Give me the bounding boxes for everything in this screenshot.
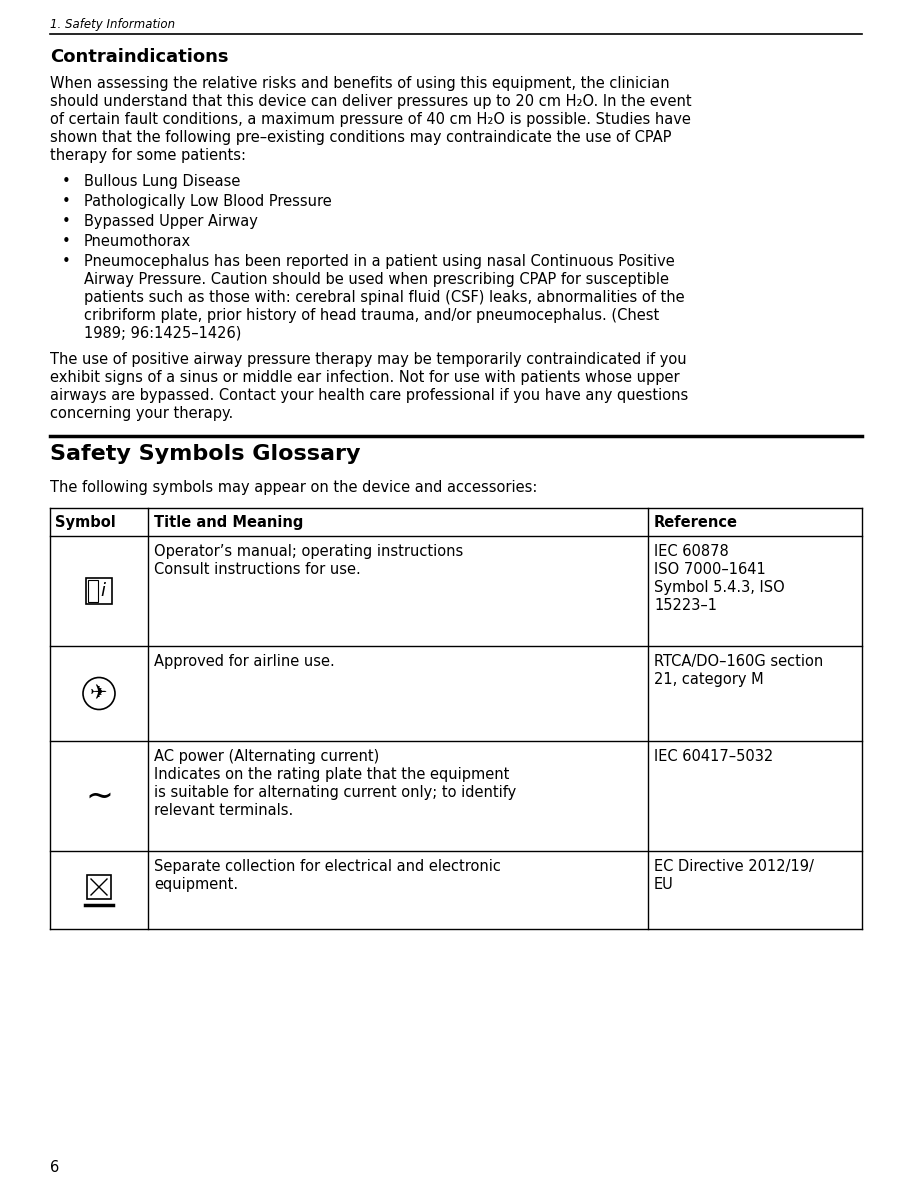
Text: Separate collection for electrical and electronic: Separate collection for electrical and e…	[154, 859, 501, 873]
Text: 21, category M: 21, category M	[654, 673, 764, 687]
Text: ∼: ∼	[85, 779, 113, 812]
Text: relevant terminals.: relevant terminals.	[154, 803, 293, 818]
Text: i: i	[100, 582, 106, 600]
Text: 6: 6	[50, 1160, 60, 1175]
Text: IEC 60417–5032: IEC 60417–5032	[654, 749, 773, 764]
Text: exhibit signs of a sinus or middle ear infection. Not for use with patients whos: exhibit signs of a sinus or middle ear i…	[50, 370, 679, 385]
Text: The use of positive airway pressure therapy may be temporarily contraindicated i: The use of positive airway pressure ther…	[50, 352, 686, 366]
Text: Bullous Lung Disease: Bullous Lung Disease	[84, 174, 240, 189]
Text: Pneumothorax: Pneumothorax	[84, 234, 191, 249]
Text: EU: EU	[654, 877, 674, 892]
Text: 15223–1: 15223–1	[654, 598, 717, 613]
Text: •: •	[62, 174, 70, 189]
Text: AC power (Alternating current): AC power (Alternating current)	[154, 749, 379, 764]
Text: •: •	[62, 254, 70, 269]
Text: Safety Symbols Glossary: Safety Symbols Glossary	[50, 444, 361, 465]
Text: Contraindications: Contraindications	[50, 48, 228, 66]
Text: EC Directive 2012/19/: EC Directive 2012/19/	[654, 859, 814, 873]
Text: •: •	[62, 234, 70, 249]
Text: Symbol 5.4.3, ISO: Symbol 5.4.3, ISO	[654, 580, 785, 595]
Text: ISO 7000–1641: ISO 7000–1641	[654, 561, 766, 577]
Text: 1989; 96:1425–1426): 1989; 96:1425–1426)	[84, 326, 242, 340]
Text: therapy for some patients:: therapy for some patients:	[50, 148, 246, 163]
Text: of certain fault conditions, a maximum pressure of 40 cm H₂O is possible. Studie: of certain fault conditions, a maximum p…	[50, 112, 691, 126]
Text: •: •	[62, 194, 70, 209]
Text: shown that the following pre–existing conditions may contraindicate the use of C: shown that the following pre–existing co…	[50, 130, 671, 145]
Bar	[88, 580, 98, 602]
Text: RTCA/DO–160G section: RTCA/DO–160G section	[654, 654, 824, 669]
Bar	[87, 875, 111, 900]
Text: Title and Meaning: Title and Meaning	[154, 515, 303, 530]
Text: concerning your therapy.: concerning your therapy.	[50, 405, 234, 421]
Text: Pathologically Low Blood Pressure: Pathologically Low Blood Pressure	[84, 194, 332, 209]
Text: Reference: Reference	[654, 515, 738, 530]
Bar	[86, 578, 112, 604]
Text: patients such as those with: cerebral spinal fluid (CSF) leaks, abnormalities of: patients such as those with: cerebral sp…	[84, 290, 685, 305]
Text: Bypassed Upper Airway: Bypassed Upper Airway	[84, 214, 258, 229]
Text: should understand that this device can deliver pressures up to 20 cm H₂O. In the: should understand that this device can d…	[50, 95, 692, 109]
Text: Airway Pressure. Caution should be used when prescribing CPAP for susceptible: Airway Pressure. Caution should be used …	[84, 272, 669, 287]
Text: Consult instructions for use.: Consult instructions for use.	[154, 561, 361, 577]
Text: ✈: ✈	[90, 683, 107, 703]
Text: is suitable for alternating current only; to identify: is suitable for alternating current only…	[154, 785, 516, 800]
Text: Approved for airline use.: Approved for airline use.	[154, 654, 335, 669]
Text: •: •	[62, 214, 70, 229]
Text: Pneumocephalus has been reported in a patient using nasal Continuous Positive: Pneumocephalus has been reported in a pa…	[84, 254, 675, 269]
Text: cribriform plate, prior history of head trauma, and/or pneumocephalus. (Chest: cribriform plate, prior history of head …	[84, 309, 659, 323]
Text: equipment.: equipment.	[154, 877, 238, 892]
Text: 1. Safety Information: 1. Safety Information	[50, 18, 175, 31]
Text: When assessing the relative risks and benefits of using this equipment, the clin: When assessing the relative risks and be…	[50, 76, 669, 91]
Text: airways are bypassed. Contact your health care professional if you have any ques: airways are bypassed. Contact your healt…	[50, 388, 688, 403]
Text: IEC 60878: IEC 60878	[654, 544, 729, 559]
Text: Indicates on the rating plate that the equipment: Indicates on the rating plate that the e…	[154, 767, 510, 782]
Text: Operator’s manual; operating instructions: Operator’s manual; operating instruction…	[154, 544, 464, 559]
Text: The following symbols may appear on the device and accessories:: The following symbols may appear on the …	[50, 480, 538, 495]
Text: Symbol: Symbol	[55, 515, 115, 530]
